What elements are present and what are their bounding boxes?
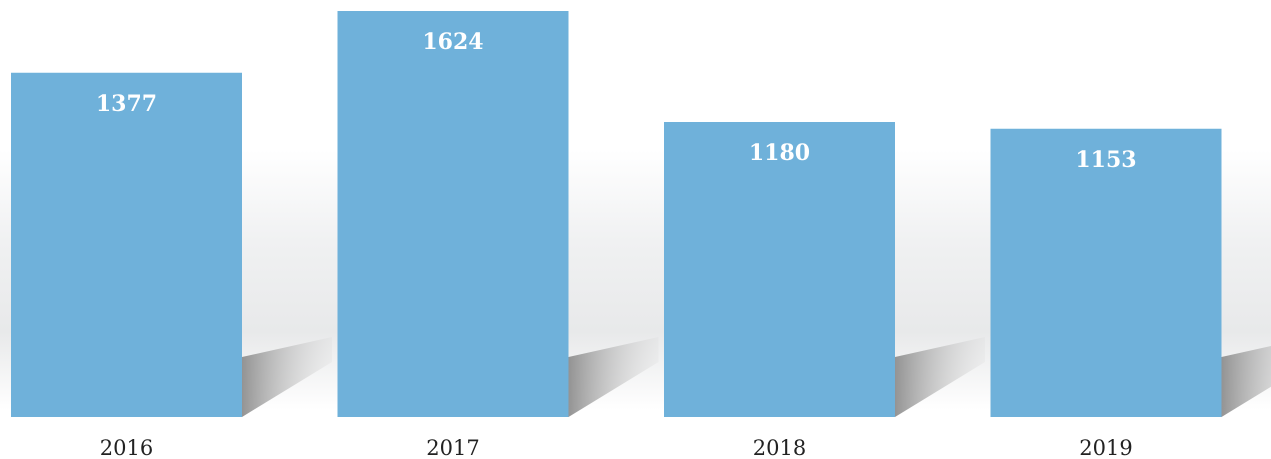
- bar-2016: [11, 72, 242, 417]
- bar-2019: [990, 128, 1222, 417]
- x-tick-label-2017: 2017: [426, 436, 479, 459]
- bars-group: [11, 11, 1222, 417]
- x-tick-label-2016: 2016: [100, 436, 153, 459]
- value-label-2016: 1377: [96, 91, 157, 117]
- bar-2018: [664, 122, 895, 417]
- x-tick-label-2018: 2018: [753, 436, 806, 459]
- x-tick-labels-group: 2016 2017 2018 2019: [100, 436, 1133, 459]
- value-label-2018: 1180: [749, 140, 810, 166]
- bar-shadow: [895, 337, 985, 417]
- bar-shadow: [568, 337, 659, 417]
- value-label-2017: 1624: [422, 29, 483, 55]
- bar-shadows: [242, 337, 1271, 417]
- x-tick-label-2019: 2019: [1079, 436, 1132, 459]
- bar-2017: [337, 11, 569, 417]
- value-labels-group: 1377 1624 1180 1153: [96, 29, 1137, 173]
- bar-shadow: [1221, 346, 1271, 417]
- value-label-2019: 1153: [1075, 147, 1136, 173]
- bar-shadow: [242, 337, 332, 417]
